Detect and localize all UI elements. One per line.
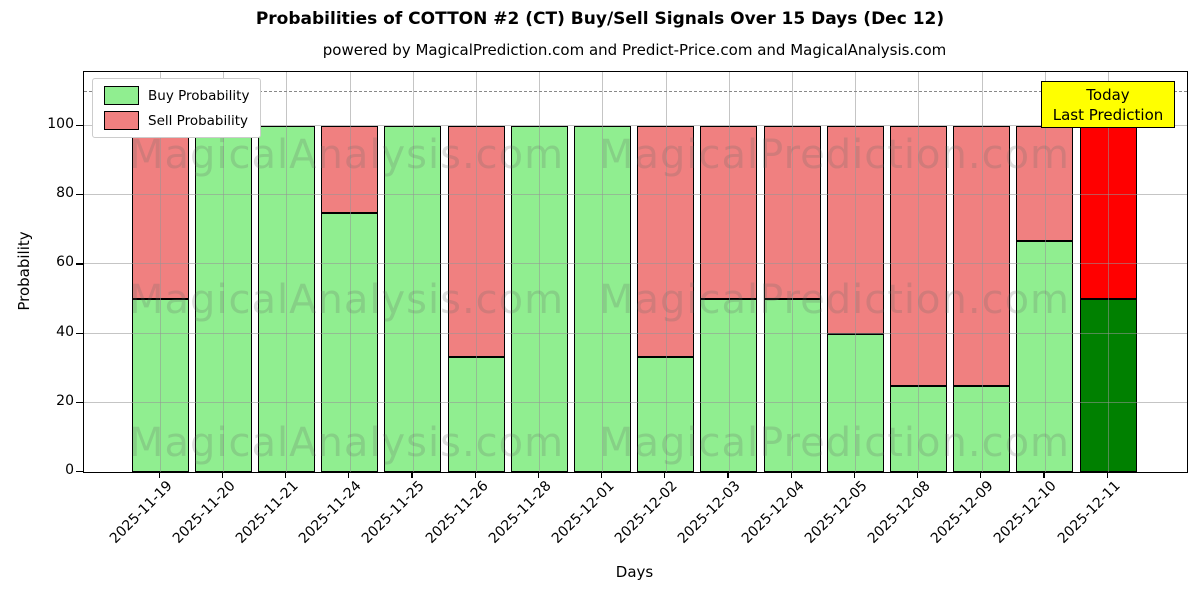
x-tick-mark [853, 473, 855, 478]
legend-item-sell: Sell Probability [104, 111, 249, 130]
x-tick-mark [727, 473, 729, 478]
x-tick-label-text: 2025-12-05 [801, 478, 871, 547]
x-tick-label-text: 2025-11-20 [169, 478, 239, 547]
y-tick-mark [76, 471, 83, 473]
y-tick-label: 100 [47, 116, 74, 132]
x-tick-label-text: 2025-12-03 [675, 478, 745, 547]
x-tick-label-text: 2025-11-19 [106, 478, 176, 547]
x-tick-mark [1106, 473, 1108, 478]
chart-subtitle: powered by MagicalPrediction.com and Pre… [322, 41, 947, 59]
h-gridline [84, 401, 1187, 403]
y-tick-label: 60 [56, 254, 74, 271]
x-tick-label-text: 2025-12-01 [548, 478, 618, 547]
v-gridline [223, 72, 225, 472]
sell-swatch [104, 111, 139, 130]
legend: Buy Probability Sell Probability [92, 78, 262, 138]
x-tick-label-text: 2025-11-28 [485, 478, 555, 547]
v-gridline [981, 72, 983, 472]
chart-title: Probabilities of COTTON #2 (CT) Buy/Sell… [255, 9, 945, 29]
v-gridline [286, 72, 288, 472]
x-tick-mark [474, 473, 476, 478]
v-gridline [349, 72, 351, 472]
v-gridline [412, 72, 414, 472]
y-tick-mark [76, 332, 83, 334]
x-tick-mark [411, 473, 413, 478]
y-tick-label: 80 [56, 185, 74, 202]
v-gridline [539, 72, 541, 472]
x-tick-mark [221, 473, 223, 478]
x-tick-label-text: 2025-12-10 [991, 478, 1061, 547]
threshold-dashed-line [84, 91, 1187, 93]
y-tick-label: 20 [56, 392, 74, 409]
legend-label-buy: Buy Probability [148, 87, 250, 104]
x-tick-label-text: 2025-11-25 [359, 478, 429, 547]
v-gridline [792, 72, 793, 472]
h-gridline [84, 263, 1187, 265]
x-tick-mark [790, 473, 792, 478]
y-tick-mark [76, 194, 83, 196]
v-gridline [918, 72, 920, 472]
x-tick-label-text: 2025-12-02 [612, 478, 681, 547]
v-gridline [1108, 72, 1109, 472]
today-annotation: Today Last Prediction [1041, 81, 1175, 128]
x-tick-mark [348, 473, 350, 478]
x-tick-mark [537, 473, 539, 478]
x-tick-label-text: 2025-12-09 [928, 478, 997, 547]
v-gridline [1044, 72, 1046, 472]
v-gridline [855, 72, 857, 472]
today-annotation-line1: Today [1086, 85, 1130, 104]
plot-area: Buy Probability Sell Probability Today L… [83, 71, 1188, 473]
v-gridline [160, 72, 161, 472]
buy-swatch [104, 86, 139, 105]
x-tick-mark [664, 473, 666, 478]
x-tick-mark [284, 473, 287, 478]
y-tick-mark [76, 401, 83, 404]
y-tick-mark [76, 125, 83, 127]
legend-label-sell: Sell Probability [148, 112, 249, 129]
x-tick-mark [158, 473, 160, 478]
today-annotation-line2: Last Prediction [1052, 105, 1164, 124]
x-axis-label: Days [615, 563, 654, 581]
y-tick-label: 40 [56, 323, 74, 340]
x-tick-label-text: 2025-12-08 [864, 478, 934, 547]
y-tick-label: 0 [65, 462, 74, 478]
x-tick-label-text: 2025-11-24 [296, 478, 365, 547]
v-gridline [728, 72, 730, 472]
x-tick-mark [1043, 473, 1045, 478]
legend-item-buy: Buy Probability [104, 86, 249, 105]
h-gridline [84, 194, 1187, 196]
v-gridline [476, 72, 477, 472]
x-tick-mark [916, 473, 919, 478]
x-tick-label-text: 2025-11-21 [232, 478, 302, 547]
x-tick-label-text: 2025-12-04 [738, 478, 808, 547]
h-gridline [84, 125, 1187, 126]
v-gridline [602, 72, 604, 472]
y-axis-label: Probability [15, 231, 33, 311]
x-tick-mark [600, 473, 603, 478]
x-tick-label-text: 2025-11-26 [422, 478, 492, 547]
x-tick-label-text: 2025-12-11 [1054, 478, 1124, 547]
v-gridline [665, 72, 667, 472]
h-gridline [84, 332, 1187, 334]
y-tick-mark [76, 263, 83, 265]
x-tick-mark [980, 473, 982, 478]
